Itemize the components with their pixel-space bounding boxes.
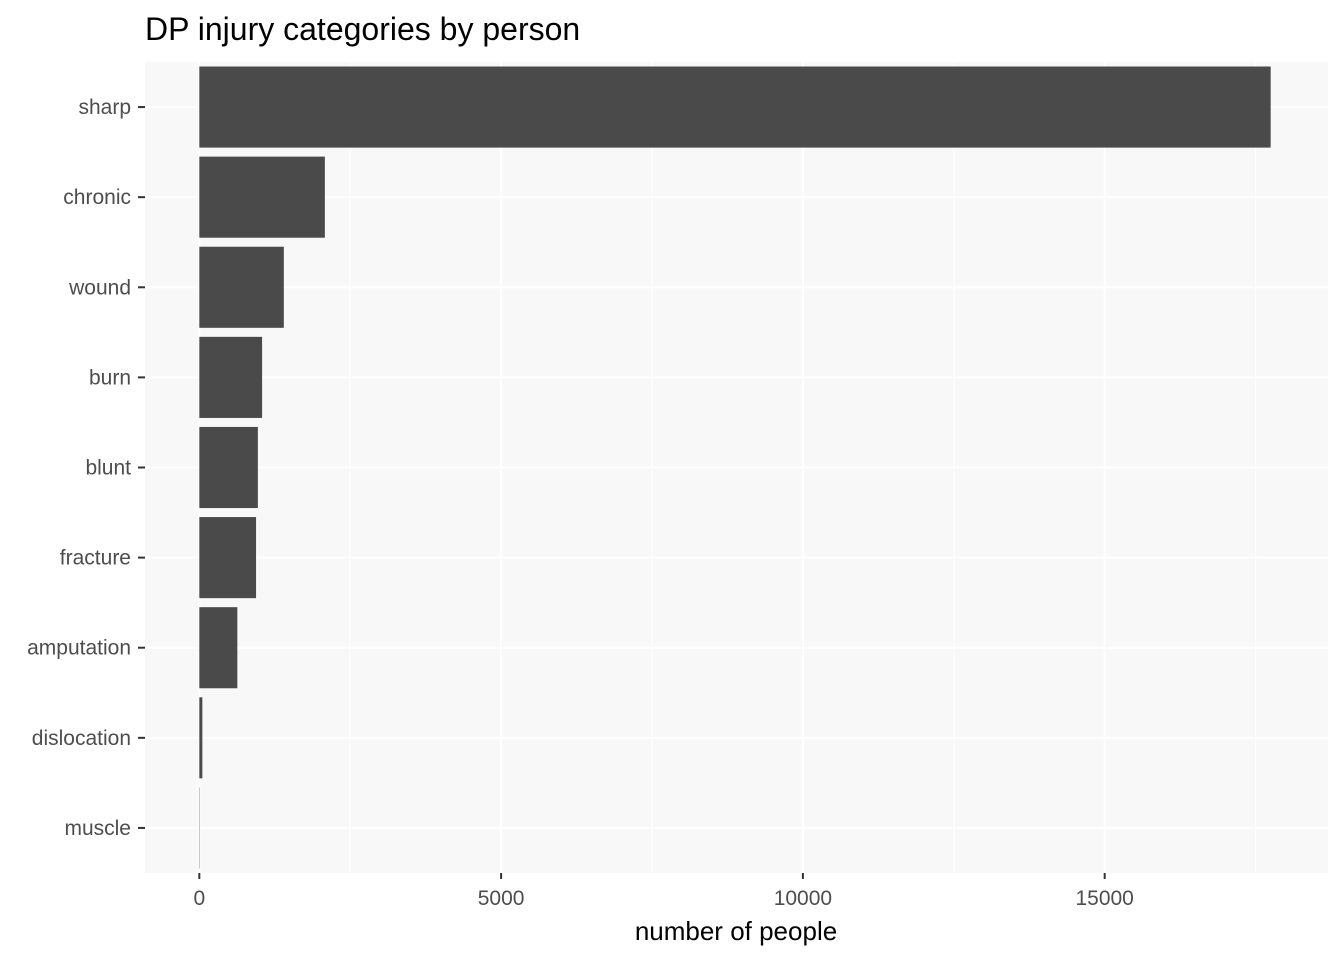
y-tick-label: blunt [85, 457, 131, 480]
bar-dislocation [199, 697, 203, 779]
y-tick-label: wound [68, 276, 131, 299]
y-tick-label: amputation [27, 637, 131, 660]
y-tick-label: sharp [78, 96, 131, 119]
bar-sharp [199, 66, 1271, 148]
bar-amputation [199, 607, 238, 689]
bar-wound [199, 246, 284, 328]
bar-burn [199, 336, 263, 418]
x-axis-label: number of people [635, 916, 837, 946]
bar-blunt [199, 426, 258, 509]
y-tick-label: chronic [63, 186, 131, 209]
x-tick-label: 5000 [478, 887, 525, 910]
chart-title: DP injury categories by person [145, 11, 580, 47]
x-tick-label: 10000 [774, 887, 832, 910]
y-tick-label: burn [89, 366, 131, 389]
y-tick-label: dislocation [32, 727, 131, 750]
x-axis: 0 5000 10000 15000 [193, 873, 1134, 910]
y-tick-label: muscle [64, 817, 131, 840]
x-tick-label: 0 [193, 887, 205, 910]
y-tick-label: fracture [60, 547, 131, 570]
x-tick-label: 15000 [1075, 887, 1133, 910]
y-axis: sharp chronic wound burn blunt fracture amputa… [27, 96, 145, 840]
bar-chronic [199, 156, 325, 238]
bar-fracture [199, 517, 257, 599]
bars [199, 66, 1271, 869]
